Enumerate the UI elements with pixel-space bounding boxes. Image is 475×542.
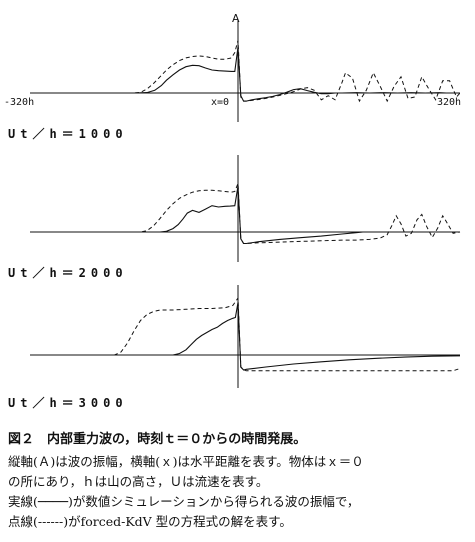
caption-line-1: 縦軸(Ａ)は波の振幅，横軸(ｘ)は水平距離を表す。物体はｘ＝０ bbox=[8, 454, 364, 469]
series-dashed-line bbox=[30, 40, 461, 103]
x-tick-right: 320h bbox=[437, 97, 461, 108]
series-solid-line bbox=[30, 302, 461, 371]
series-dashed-line bbox=[30, 296, 461, 372]
series-solid-line bbox=[30, 186, 460, 245]
caption-line-3: 実線(────)が数値シミュレーションから得られる波の振幅で， bbox=[8, 494, 360, 509]
caption-line-2: の所にあり，ｈは山の高さ，Ｕは流速を表す。 bbox=[8, 474, 269, 489]
y-axis-symbol: A bbox=[232, 12, 240, 25]
panel-1: -320h x=0 320h Ut／h＝1000 bbox=[4, 20, 461, 141]
series-solid-line bbox=[30, 47, 460, 102]
caption-title: 図２ 内部重力波の，時刻ｔ＝０からの時間発展。 bbox=[8, 432, 307, 447]
panel-2: Ut／h＝2000 bbox=[8, 155, 461, 280]
series-dashed-line bbox=[30, 183, 461, 244]
figure-caption: 図２ 内部重力波の，時刻ｔ＝０からの時間発展。 縦軸(Ａ)は波の振幅，横軸(ｘ)… bbox=[8, 430, 470, 532]
panel-3-label: Ut／h＝3000 bbox=[8, 395, 128, 410]
panel-2-label: Ut／h＝2000 bbox=[8, 265, 128, 280]
x-tick-left: -320h bbox=[4, 97, 34, 108]
caption-line-4: 点線(------)がforced-KdV 型の方程式の解を表す。 bbox=[8, 514, 292, 529]
panel-3: Ut／h＝3000 bbox=[8, 285, 461, 410]
figure-canvas: A -320h x=0 320h Ut／h＝1000 Ut／h＝2000 Ut／… bbox=[4, 12, 461, 410]
panel-1-label: Ut／h＝1000 bbox=[8, 126, 128, 141]
x-tick-zero: x=0 bbox=[211, 97, 229, 108]
